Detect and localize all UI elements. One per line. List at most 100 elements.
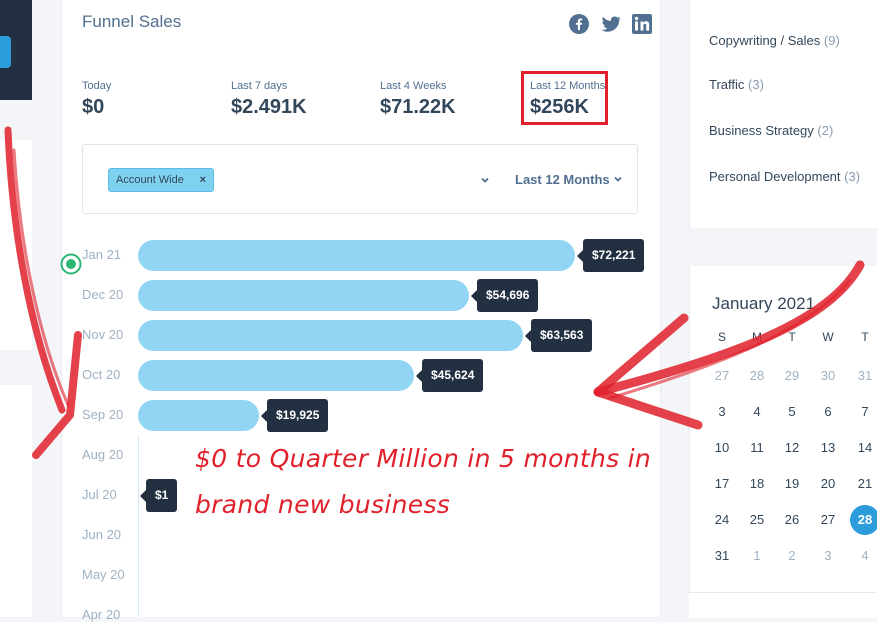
chevron-down-icon[interactable] — [480, 175, 490, 185]
sales-bar[interactable] — [138, 280, 469, 311]
period-dropdown[interactable]: Last 12 Months — [515, 172, 623, 187]
calendar-card: January 2021 S M T W T 27 28 29 30 31 3 4 5 6 7 10 11 12 1… — [689, 266, 877, 592]
stat-label: Last 7 days — [231, 80, 288, 92]
category-name: Copywriting / Sales — [709, 33, 821, 48]
stat-today: Today $0 — [82, 80, 111, 119]
calendar-day[interactable]: 30 — [820, 368, 836, 383]
category-count: (3) — [748, 77, 764, 92]
right-card-lower — [689, 592, 877, 618]
row-month-label: Jan 21 — [82, 247, 122, 262]
calendar-day[interactable]: 18 — [749, 476, 765, 491]
calendar-title: January 2021 — [712, 294, 816, 313]
calendar-weekday: M — [752, 330, 762, 344]
calendar-day[interactable]: 7 — [861, 404, 869, 419]
category-count: (9) — [823, 33, 840, 48]
filter-tag[interactable]: Account Wide × — [108, 168, 214, 192]
period-label: Last 12 Months — [515, 172, 610, 187]
calendar-day[interactable]: 21 — [857, 476, 873, 491]
sales-bar[interactable] — [138, 400, 259, 431]
row-month-label: Dec 20 — [82, 287, 124, 302]
calendar-day[interactable]: 27 — [820, 512, 836, 527]
category-name: Personal Development — [709, 169, 841, 184]
twitter-icon[interactable] — [601, 14, 621, 34]
row-month-label: Jul 20 — [82, 487, 117, 502]
row-month-label: Oct 20 — [82, 367, 121, 382]
row-month-label: May 20 — [82, 567, 125, 582]
stat-last-12-months: Last 12 Months $256K — [530, 80, 605, 119]
sales-bar[interactable] — [138, 320, 523, 351]
sales-value-tooltip: $45,624 — [415, 359, 484, 392]
chevron-down-icon — [614, 176, 622, 182]
calendar-day[interactable]: 11 — [750, 440, 764, 455]
calendar-weekday: W — [822, 330, 834, 344]
category-item[interactable]: Traffic (3) — [709, 77, 764, 92]
calendar-day[interactable]: 20 — [820, 476, 836, 491]
calendar-day[interactable]: 28 — [749, 368, 765, 383]
calendar-weekday: T — [788, 330, 796, 344]
chart-axis-line — [138, 436, 139, 617]
remove-tag-icon[interactable]: × — [199, 174, 206, 186]
left-card — [0, 140, 32, 350]
calendar-day[interactable]: 4 — [861, 548, 869, 563]
calendar-day[interactable]: 2 — [788, 548, 796, 563]
sales-value-tooltip: $63,563 — [524, 319, 593, 352]
calendar-day[interactable]: 24 — [714, 512, 730, 527]
stat-value: $2.491K — [231, 96, 307, 118]
calendar-day[interactable]: 6 — [824, 404, 832, 419]
calendar-day[interactable]: 12 — [784, 440, 800, 455]
calendar-day[interactable]: 10 — [714, 440, 730, 455]
calendar-day[interactable]: 1 — [753, 548, 761, 563]
category-name: Business Strategy — [709, 123, 814, 138]
filter-bar: Account Wide × Last 12 Months — [82, 144, 638, 214]
row-month-label: Nov 20 — [82, 327, 124, 342]
stat-label: Today — [82, 80, 112, 92]
category-item[interactable]: Personal Development (3) — [709, 169, 860, 184]
calendar-day[interactable]: 31 — [857, 368, 873, 383]
calendar-day[interactable]: 3 — [718, 404, 726, 419]
stat-value: $0 — [82, 96, 105, 118]
card-title: Funnel Sales — [82, 12, 182, 31]
sales-bar[interactable] — [138, 360, 414, 391]
facebook-icon[interactable] — [569, 14, 589, 34]
status-dot-icon — [60, 253, 82, 275]
row-month-label: Jun 20 — [82, 527, 122, 542]
left-card-lower — [0, 385, 32, 617]
stat-label: Last 12 Months — [530, 80, 606, 92]
calendar-day[interactable]: 25 — [749, 512, 765, 527]
calendar-day[interactable]: 19 — [784, 476, 800, 491]
left-blue-button[interactable] — [0, 36, 11, 68]
categories-card: Copywriting / Sales (9) Traffic (3) Busi… — [689, 0, 877, 228]
calendar-day[interactable]: 14 — [857, 440, 873, 455]
row-month-label: Apr 20 — [82, 607, 121, 622]
sales-value-tooltip: $1 — [139, 479, 178, 512]
calendar-day-today[interactable]: 28 — [850, 505, 877, 535]
calendar-day[interactable]: 3 — [824, 548, 832, 563]
calendar-day[interactable]: 13 — [820, 440, 836, 455]
calendar-day[interactable]: 4 — [753, 404, 761, 419]
row-month-label: Aug 20 — [82, 447, 124, 462]
sales-bar[interactable] — [138, 240, 575, 271]
row-month-label: Sep 20 — [82, 407, 124, 422]
annotation-line-2: brand new business — [195, 490, 451, 519]
category-item[interactable]: Copywriting / Sales (9) — [709, 33, 840, 48]
calendar-day[interactable]: 5 — [788, 404, 796, 419]
calendar-day[interactable]: 17 — [714, 476, 730, 491]
calendar-weekday: S — [717, 330, 726, 344]
highlight-box — [521, 71, 608, 125]
category-name: Traffic — [709, 77, 745, 92]
category-count: (2) — [817, 123, 834, 138]
linkedin-icon[interactable] — [632, 14, 652, 34]
filter-tag-label: Account Wide — [116, 174, 184, 186]
calendar-day[interactable]: 29 — [784, 368, 800, 383]
calendar-weekday: T — [861, 330, 869, 344]
stat-value: $71.22K — [380, 96, 456, 118]
stat-last-4-weeks: Last 4 Weeks $71.22K — [380, 80, 456, 119]
calendar-day[interactable]: 26 — [784, 512, 800, 527]
category-item[interactable]: Business Strategy (2) — [709, 123, 833, 138]
category-count: (3) — [844, 169, 861, 184]
sales-value-tooltip: $72,221 — [576, 239, 645, 272]
calendar-day[interactable]: 31 — [714, 548, 730, 563]
annotation-line-1: $0 to Quarter Million in 5 months in — [195, 444, 652, 473]
calendar-day[interactable]: 27 — [714, 368, 730, 383]
funnel-sales-card: Funnel Sales Today $0 Last 7 days $2.491… — [61, 0, 661, 622]
